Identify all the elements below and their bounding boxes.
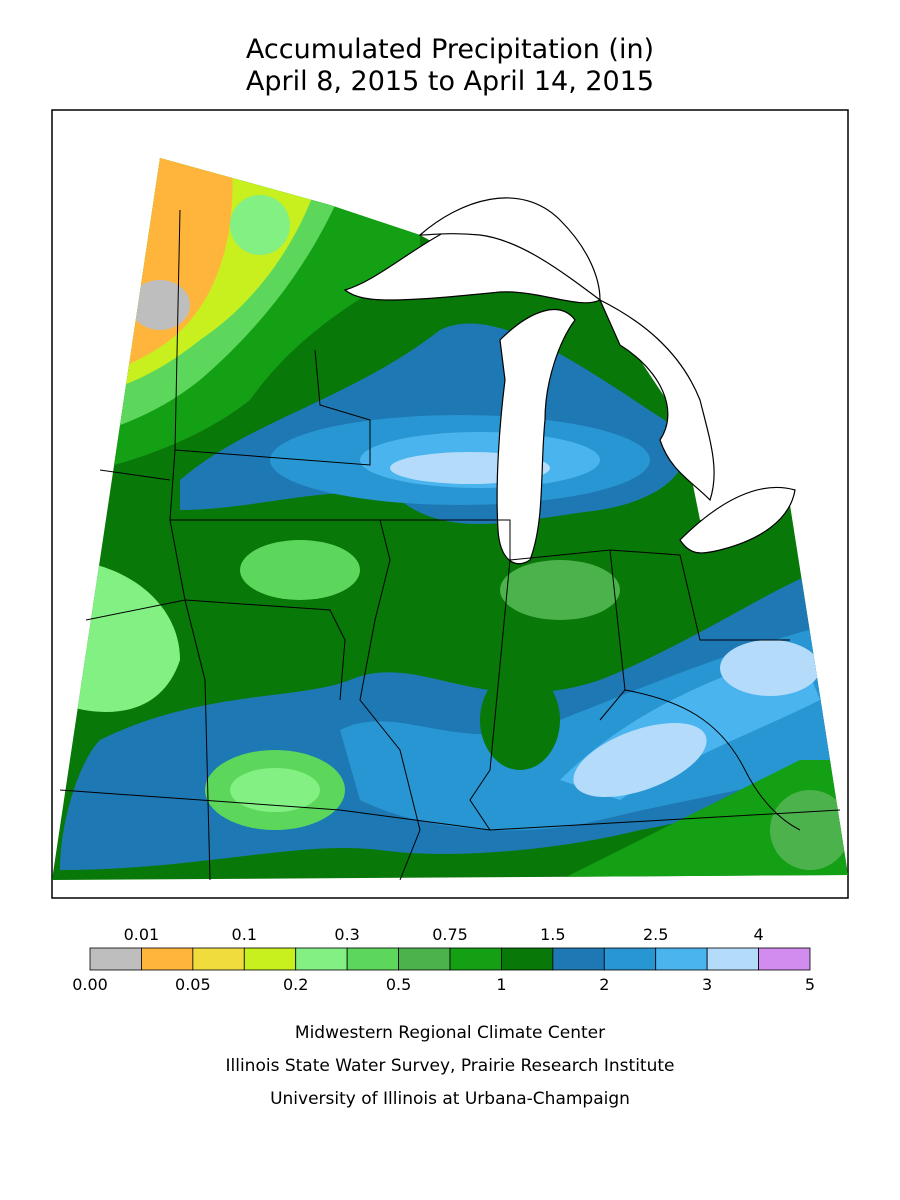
legend-swatch: [192, 947, 245, 971]
legend-swatch: [603, 947, 657, 971]
legend-label: 0.01: [124, 925, 160, 944]
legend-swatch: [89, 947, 142, 971]
legend-label: 4: [753, 925, 763, 944]
legend-swatch: [141, 947, 194, 971]
legend-label: 1.5: [540, 925, 565, 944]
legend-label: 5: [805, 975, 815, 994]
credit-line: Illinois State Water Survey, Prairie Res…: [226, 1056, 675, 1076]
state-borders: [59, 209, 841, 881]
great-lakes: [343, 197, 796, 565]
legend-swatch: [449, 947, 502, 971]
legend-swatch: [501, 947, 554, 971]
legend-swatch: [706, 947, 759, 971]
legend-swatch: [295, 947, 348, 971]
credit-line: University of Illinois at Urbana-Champai…: [270, 1089, 630, 1109]
legend-label: 2: [599, 975, 609, 994]
legend-swatch: [655, 947, 708, 971]
legend-label: 0.05: [175, 975, 211, 994]
legend-label: 0.75: [432, 925, 468, 944]
legend-label: 0.00: [72, 975, 108, 994]
legend-swatch: [346, 947, 399, 971]
legend-swatch: [398, 947, 451, 971]
title: Accumulated Precipitation (in): [246, 34, 654, 65]
subtitle: April 8, 2015 to April 14, 2015: [246, 66, 654, 97]
legend-label: 0.2: [283, 975, 308, 994]
legend-swatch: [758, 947, 811, 971]
legend-swatch: [243, 947, 297, 971]
legend-label: 2.5: [643, 925, 668, 944]
legend-label: 0.3: [334, 925, 359, 944]
legend-label: 0.1: [232, 925, 257, 944]
legend-label: 0.5: [386, 975, 411, 994]
legend-swatch: [552, 947, 605, 971]
legend-label: 1: [496, 975, 506, 994]
credit-line: Midwestern Regional Climate Center: [295, 1023, 605, 1043]
legend-label: 3: [702, 975, 712, 994]
